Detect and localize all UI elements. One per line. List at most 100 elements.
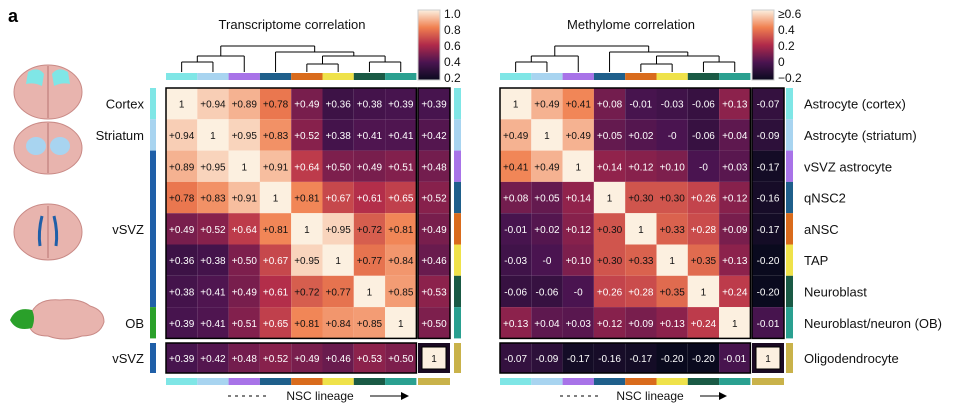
colorbar-tick: 1.0 <box>444 7 461 21</box>
mid-type-bar <box>454 343 461 373</box>
cell-value: +0.95 <box>294 256 320 267</box>
heatmap-cell <box>353 275 386 308</box>
bottom-type-swatch <box>625 378 657 385</box>
heatmap-cell <box>656 275 688 308</box>
heatmap-cell <box>259 275 292 308</box>
heatmap-cell <box>197 307 229 339</box>
oligo-row-border <box>165 342 418 374</box>
heatmap-cell <box>687 213 720 245</box>
oligo-row-cell <box>593 343 626 373</box>
oligo-col-cell <box>752 307 784 339</box>
oligo-col-value: +0.50 <box>421 319 447 330</box>
oligo-col-value: -0.09 <box>757 131 780 142</box>
transcriptome-panel: 1 +0.94 +0.89 +0.78 +0.49 +0.36 +0.38 +0.39 +0.9… <box>165 7 461 385</box>
cell-value: 1 <box>701 287 707 298</box>
oligo-row-value: -0.20 <box>661 354 684 365</box>
colorbar: ≥0.6 0.4 0.2 0 −0.2 <box>751 7 802 85</box>
heatmap-cell <box>322 213 354 245</box>
heatmap-cell <box>166 181 198 214</box>
colorbar: 1.0 0.8 0.6 0.4 0.2 <box>417 7 461 85</box>
heatmap-cell <box>385 213 417 245</box>
oligo-col-border <box>417 87 451 340</box>
cell-value: +0.89 <box>169 162 195 173</box>
oligo-col-value: +0.48 <box>421 162 447 173</box>
cell-value: +0.38 <box>357 100 383 111</box>
heatmap-cell <box>385 181 417 214</box>
cell-value: +0.13 <box>722 100 748 111</box>
heatmap-cell <box>385 150 417 182</box>
cell-value: +0.84 <box>325 319 351 330</box>
cell-value: 1 <box>732 319 738 330</box>
bottom-oligo-swatch <box>752 378 784 385</box>
cell-value: +0.10 <box>566 256 592 267</box>
lineage-arrow-right: NSC lineage <box>560 389 727 403</box>
oligo-row-cell <box>719 343 751 373</box>
heatmap-cell <box>562 88 594 120</box>
top-type-swatch <box>353 73 386 80</box>
cell-value: +0.10 <box>659 162 685 173</box>
heatmap-cell <box>625 307 657 339</box>
oligo-col-cell <box>418 213 450 245</box>
cell-value: +0.38 <box>325 131 351 142</box>
heatmap-cell <box>562 244 594 276</box>
heatmap-cell <box>625 150 657 182</box>
heatmap-cell <box>259 244 292 276</box>
heatmap-cell <box>562 181 594 214</box>
cell-value: +0.65 <box>388 194 414 205</box>
heatmap-cell <box>353 88 386 120</box>
oligo-col-value: -0.01 <box>757 319 780 330</box>
bottom-type-swatch <box>166 378 198 385</box>
cell-value: +0.81 <box>388 225 414 236</box>
heatmap-cell <box>562 307 594 339</box>
heatmap-cell <box>228 213 260 245</box>
heatmap-cell <box>228 119 260 151</box>
cell-value: +0.49 <box>566 131 592 142</box>
cell-value: 1 <box>607 194 613 205</box>
cell-value: +0.89 <box>232 100 258 111</box>
oligo-col-cell <box>752 88 784 120</box>
heatmap-cell <box>656 244 688 276</box>
heatmap-cell <box>166 307 198 339</box>
top-type-swatch <box>593 73 626 80</box>
cell-value: -0 <box>542 256 551 267</box>
top-type-swatch <box>197 73 229 80</box>
cell-value: +0.12 <box>628 162 654 173</box>
oligo-row-cell <box>531 343 563 373</box>
heatmap-cell <box>385 307 417 339</box>
heatmap-cell <box>719 275 751 308</box>
heatmap-cell <box>625 213 657 245</box>
cell-value: -0.01 <box>629 100 652 111</box>
cell-type-label: Astrocyte (striatum) <box>804 128 917 143</box>
oligo-row-cell <box>322 343 354 373</box>
oligo-row-cell <box>291 343 323 373</box>
heatmap-cell <box>687 181 720 214</box>
cell-value: +0.83 <box>200 194 226 205</box>
lineage-arrow-left: NSC lineage <box>228 389 409 403</box>
oligo-col-value: +0.52 <box>421 194 447 205</box>
cell-value: +0.52 <box>294 131 320 142</box>
cell-value: +0.85 <box>357 319 383 330</box>
cell-value: +0.41 <box>357 131 383 142</box>
mid-type-bar <box>454 119 461 151</box>
cell-value: +0.03 <box>566 319 592 330</box>
oligo-col-value: -0.16 <box>757 194 780 205</box>
cell-value: +0.95 <box>232 131 258 142</box>
cell-value: -0.01 <box>504 225 527 236</box>
cell-value: +0.95 <box>325 225 351 236</box>
top-type-swatch <box>166 73 198 80</box>
cell-value: +0.91 <box>232 194 258 205</box>
right-type-bar <box>786 88 793 120</box>
heatmap-cell <box>291 119 323 151</box>
heatmap-cell <box>500 150 532 182</box>
colorbar-tick: 0.4 <box>778 23 795 37</box>
colorbar-tick: 0.2 <box>778 39 795 53</box>
heatmap-cell <box>687 307 720 339</box>
oligo-self-cell <box>421 346 447 370</box>
heatmap-cell <box>562 213 594 245</box>
bottom-oligo-swatch <box>418 378 450 385</box>
mid-type-bar <box>454 307 461 339</box>
heatmap-cell <box>385 275 417 308</box>
cell-value: +0.78 <box>169 194 195 205</box>
cell-value: 1 <box>367 287 373 298</box>
